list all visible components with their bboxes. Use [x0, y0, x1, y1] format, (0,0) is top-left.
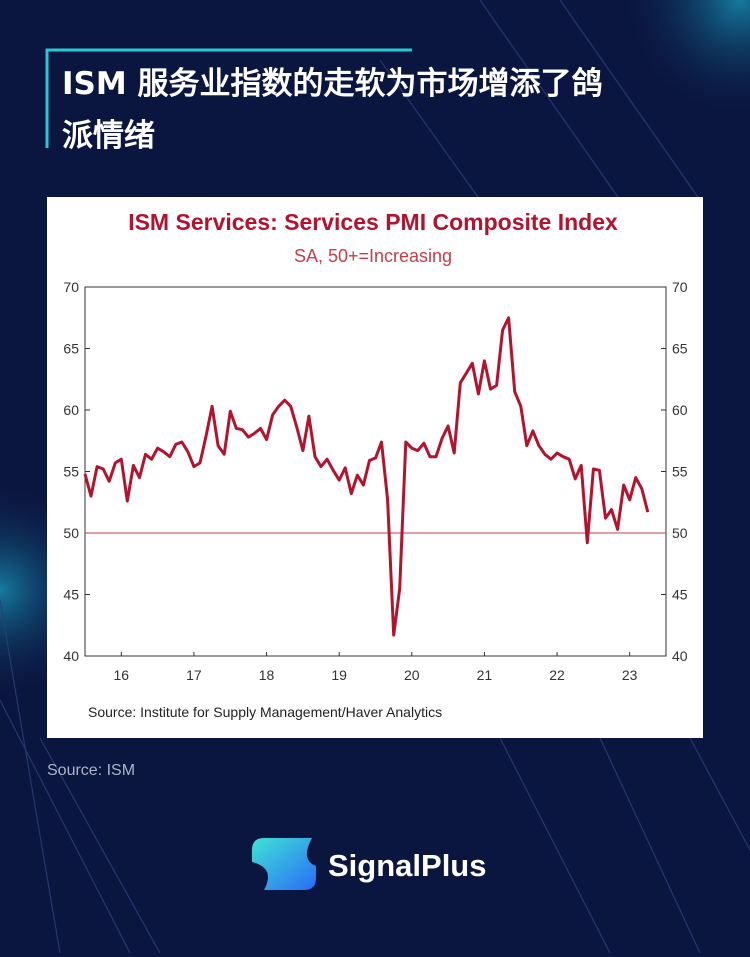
y-tick-label: 60 — [63, 402, 79, 418]
glow — [620, 0, 750, 120]
page-title: ISM 服务业指数的走软为市场增添了鸽 — [62, 66, 603, 102]
x-tick-label: 22 — [549, 667, 565, 683]
x-tick-label: 18 — [259, 667, 275, 683]
x-tick-label: 19 — [331, 667, 347, 683]
chart-title: ISM Services: Services PMI Composite Ind… — [128, 209, 618, 235]
y-tick-label: 50 — [63, 525, 79, 541]
brand: SignalPlus — [328, 848, 486, 883]
y-tick-label: 40 — [63, 648, 79, 664]
y2-tick-label: 65 — [672, 341, 688, 357]
x-tick-label: 21 — [477, 667, 493, 683]
logo — [252, 838, 316, 890]
x-tick-label: 16 — [114, 667, 130, 683]
y-tick-label: 55 — [63, 464, 79, 480]
y2-tick-label: 55 — [672, 464, 688, 480]
y2-tick-label: 45 — [672, 587, 688, 603]
source: Source: ISM — [47, 762, 135, 779]
y2-tick-label: 60 — [672, 402, 688, 418]
y-tick-label: 45 — [63, 587, 79, 603]
chart-source: Source: Institute for Supply Management/… — [88, 704, 442, 720]
y2-tick-label: 70 — [672, 279, 688, 295]
y-tick-label: 65 — [63, 341, 79, 357]
page-title: 派情绪 — [62, 118, 155, 154]
x-tick-label: 20 — [404, 667, 420, 683]
y-tick-label: 70 — [63, 279, 79, 295]
chart-panel — [47, 197, 703, 738]
x-tick-label: 23 — [622, 667, 638, 683]
title-bracket — [45, 48, 412, 148]
x-tick-label: 17 — [186, 667, 202, 683]
y2-tick-label: 50 — [672, 525, 688, 541]
y2-tick-label: 40 — [672, 648, 688, 664]
series-line — [83, 316, 650, 637]
chart-subtitle: SA, 50+=Increasing — [294, 246, 452, 266]
